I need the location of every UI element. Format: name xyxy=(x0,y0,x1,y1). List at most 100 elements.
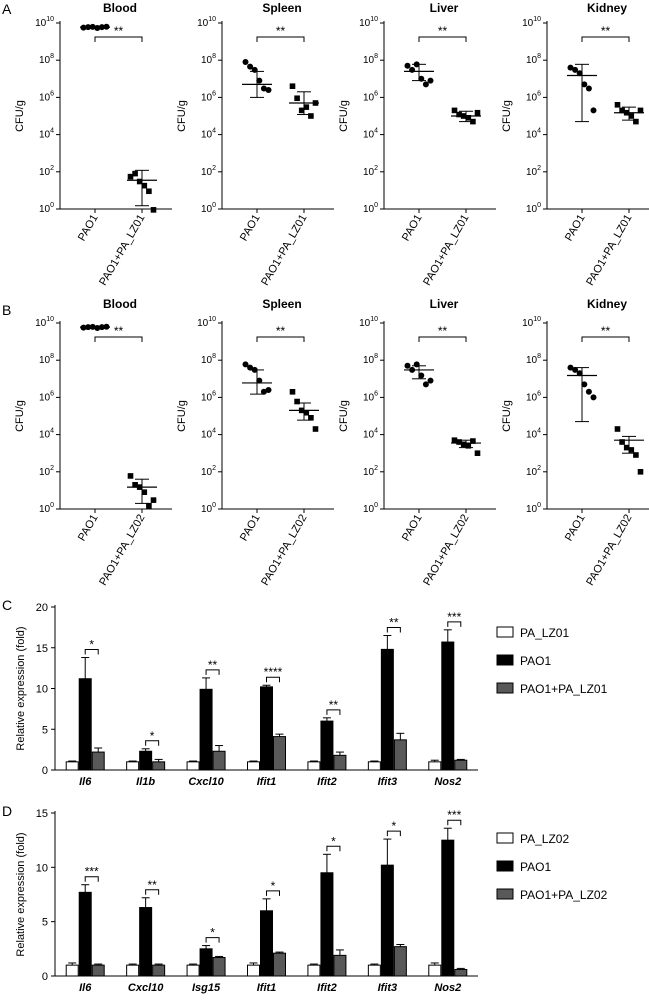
significance-label: ** xyxy=(389,616,399,630)
bar xyxy=(367,761,381,771)
y-tick-label: 15 xyxy=(36,643,48,655)
data-point xyxy=(633,118,639,125)
scatter-panel-b-liver: Liver1001021041061081010CFU/gPAO1PAO1+PA… xyxy=(338,297,496,588)
significance-bracket xyxy=(145,740,160,746)
significance-label: ** xyxy=(601,24,611,38)
significance-label: * xyxy=(89,638,94,652)
significance-bracket xyxy=(581,36,630,42)
y-tick-exponent: 10 xyxy=(533,316,541,323)
data-point xyxy=(637,469,644,475)
y-tick-label: 100 xyxy=(39,502,54,515)
bar xyxy=(393,739,407,771)
y-tick-label: 100 xyxy=(526,202,541,215)
data-point xyxy=(242,361,249,368)
bar xyxy=(273,736,286,771)
x-tick-label: Ifit1 xyxy=(257,776,277,788)
y-tick-label: 104 xyxy=(363,428,378,441)
y-axis-label: CFU/g xyxy=(501,100,513,132)
significance-label: ** xyxy=(114,24,124,38)
y-tick-exponent: 10 xyxy=(46,16,54,23)
y-tick-exponent: 2 xyxy=(374,165,378,172)
panel-title: Spleen xyxy=(262,297,301,311)
x-tick-label: Il6 xyxy=(79,776,92,788)
y-tick-exponent: 8 xyxy=(212,53,216,60)
data-point xyxy=(409,66,416,73)
panel-title: Spleen xyxy=(262,1,301,15)
y-tick-exponent: 2 xyxy=(537,165,541,172)
y-tick-label: 108 xyxy=(526,53,541,66)
x-tick-label: PAO1+PA_LZ01 xyxy=(584,213,634,288)
y-tick-label: 106 xyxy=(39,390,54,403)
y-tick-label: 108 xyxy=(39,53,54,66)
y-tick-label: 106 xyxy=(526,390,541,403)
significance-bracket xyxy=(94,36,143,42)
significance-label: ** xyxy=(114,324,124,338)
data-point xyxy=(465,115,472,121)
bar xyxy=(139,750,153,771)
y-tick-exponent: 0 xyxy=(212,202,216,209)
y-tick-exponent: 10 xyxy=(208,16,216,23)
data-point xyxy=(585,85,592,92)
y-tick-exponent: 10 xyxy=(370,316,378,323)
y-tick-exponent: 8 xyxy=(50,53,54,60)
y-tick-label: 102 xyxy=(201,165,216,178)
y-tick-exponent: 4 xyxy=(212,128,216,135)
data-point xyxy=(581,81,588,88)
panel-title: Blood xyxy=(103,297,137,311)
significance-label: * xyxy=(210,926,215,940)
x-tick-label: PAO1+PA_LZ01 xyxy=(97,213,147,288)
y-tick-exponent: 0 xyxy=(537,502,541,509)
data-point xyxy=(289,83,296,90)
significance-label: **** xyxy=(264,665,283,679)
data-point xyxy=(422,81,429,88)
x-tick-label: Cxcl10 xyxy=(188,776,224,788)
bar xyxy=(333,954,347,977)
scatter-panel-a-liver: Liver1001021041061081010CFU/gPAO1PAO1+PA… xyxy=(338,1,496,288)
data-point xyxy=(294,398,300,405)
bar xyxy=(260,686,273,771)
legend-swatch xyxy=(496,626,514,638)
data-point xyxy=(422,381,429,388)
y-tick-label: 104 xyxy=(201,128,216,141)
y-tick-label: 1010 xyxy=(35,16,54,29)
data-point xyxy=(127,173,134,180)
x-tick-label: PAO1 xyxy=(76,213,101,244)
panel-title: Kidney xyxy=(587,1,627,15)
y-tick-label: 15 xyxy=(36,808,48,820)
y-tick-label: 102 xyxy=(39,465,54,478)
significance-bracket xyxy=(84,649,99,655)
y-tick-label: 106 xyxy=(201,90,216,103)
bar xyxy=(186,964,200,977)
panel-letter-c: C xyxy=(2,597,12,613)
y-tick-label: 104 xyxy=(201,428,216,441)
significance-bracket xyxy=(94,336,143,342)
x-tick-label: Ifit1 xyxy=(257,982,277,994)
y-tick-label: 104 xyxy=(363,128,378,141)
y-tick-label: 106 xyxy=(39,90,54,103)
bar xyxy=(441,641,455,771)
significance-label: ** xyxy=(329,698,339,712)
x-tick-label: Ifit3 xyxy=(378,982,398,994)
y-tick-label: 1010 xyxy=(359,316,378,329)
y-tick-exponent: 0 xyxy=(374,202,378,209)
x-tick-label: Ifit3 xyxy=(378,776,398,788)
bar xyxy=(65,964,79,977)
legend-label: PAO1 xyxy=(520,654,551,668)
y-tick-label: 5 xyxy=(42,917,48,929)
legend-label: PA_LZ02 xyxy=(520,832,569,846)
bar xyxy=(78,678,92,771)
data-point xyxy=(456,111,462,118)
data-point xyxy=(136,178,143,185)
significance-label: *** xyxy=(85,865,99,879)
x-tick-label: PAO1 xyxy=(400,513,425,544)
data-point xyxy=(623,444,630,451)
y-tick-exponent: 4 xyxy=(212,428,216,435)
y-tick-exponent: 2 xyxy=(212,165,216,172)
significance-bracket xyxy=(386,627,401,633)
y-tick-label: 108 xyxy=(363,353,378,366)
significance-bracket xyxy=(581,336,630,342)
bar xyxy=(91,751,105,771)
data-point xyxy=(567,364,574,371)
data-point xyxy=(132,482,138,488)
bar-panel-c: 0 5 10 15 20 Relative expression (fold) * Il6 * I… xyxy=(15,602,608,788)
